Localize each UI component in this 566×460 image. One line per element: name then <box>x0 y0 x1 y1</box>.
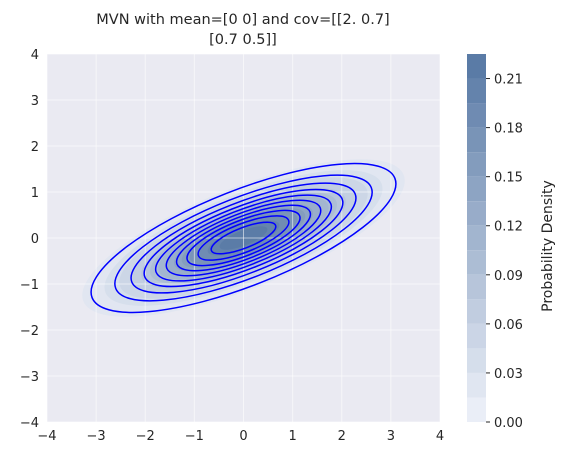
contour-line <box>143 188 344 288</box>
x-tick-label: −2 <box>136 429 155 444</box>
colorbar-band <box>467 78 486 104</box>
colorbar-tick-label: 0.00 <box>494 416 523 431</box>
x-tick-label: 0 <box>239 429 247 444</box>
colorbar: 0.00 0.03 0.06 0.09 0.12 0.15 0.18 0.21 … <box>467 54 556 431</box>
x-tick-label: −1 <box>185 429 204 444</box>
colorbar-tick-label: 0.03 <box>494 367 523 382</box>
y-tick-label: 4 <box>31 48 39 63</box>
y-axis-ticks: 4 3 2 1 0 −1 −2 −3 −4 <box>20 48 39 431</box>
y-tick-label: 3 <box>31 94 39 109</box>
chart-title-line-1: MVN with mean=[0 0] and cov=[[2. 0.7] <box>96 12 389 28</box>
colorbar-ticks: 0.00 0.03 0.06 0.09 0.12 0.15 0.18 0.21 <box>486 73 523 431</box>
colorbar-band <box>467 54 486 79</box>
colorbar-band <box>467 397 486 422</box>
x-tick-label: 1 <box>288 429 296 444</box>
y-tick-label: −1 <box>20 278 39 293</box>
colorbar-band <box>467 323 486 349</box>
colorbar-band <box>467 274 486 300</box>
chart-title-line-2: [0.7 0.5]] <box>209 32 277 48</box>
x-axis-ticks: −4 −3 −2 −1 0 1 2 3 4 <box>37 429 444 444</box>
contour-line <box>154 194 333 282</box>
contour-line <box>90 162 397 314</box>
colorbar-band <box>467 103 486 128</box>
colorbar-bands <box>467 54 486 422</box>
x-tick-label: 2 <box>338 429 346 444</box>
colorbar-band <box>467 348 486 373</box>
plot-area <box>46 53 441 423</box>
contour-line <box>210 221 277 255</box>
colorbar-tick-label: 0.15 <box>494 171 523 186</box>
colorbar-label: Probability Density <box>540 180 556 312</box>
x-tick-label: 3 <box>387 429 395 444</box>
contour-line <box>114 174 373 302</box>
y-tick-label: 1 <box>31 186 39 201</box>
colorbar-tick-label: 0.21 <box>494 73 523 88</box>
contour-line <box>197 215 290 261</box>
colorbar-tick-label: 0.06 <box>494 318 523 333</box>
colorbar-band <box>467 127 486 153</box>
colorbar-band <box>467 372 486 398</box>
contour-line <box>165 199 322 277</box>
colorbar-band <box>467 201 486 226</box>
y-tick-label: −3 <box>20 370 39 385</box>
x-tick-label: 4 <box>436 429 444 444</box>
colorbar-band <box>467 250 486 275</box>
colorbar-band <box>467 176 486 202</box>
x-tick-label: −4 <box>37 429 56 444</box>
contour-lines <box>90 162 397 314</box>
contour-line <box>130 182 357 294</box>
colorbar-tick-label: 0.18 <box>494 122 523 137</box>
y-tick-label: −2 <box>20 324 39 339</box>
colorbar-tick-label: 0.12 <box>494 220 523 235</box>
colorbar-band <box>467 299 486 324</box>
y-tick-label: 2 <box>31 140 39 155</box>
colorbar-band <box>467 225 486 251</box>
contour-line <box>186 209 301 267</box>
y-tick-label: −4 <box>20 416 39 431</box>
colorbar-band <box>467 152 486 177</box>
x-tick-label: −3 <box>87 429 106 444</box>
colorbar-tick-label: 0.09 <box>494 269 523 284</box>
grid-lines <box>46 53 441 423</box>
contour-line <box>175 204 312 272</box>
y-tick-label: 0 <box>31 232 39 247</box>
